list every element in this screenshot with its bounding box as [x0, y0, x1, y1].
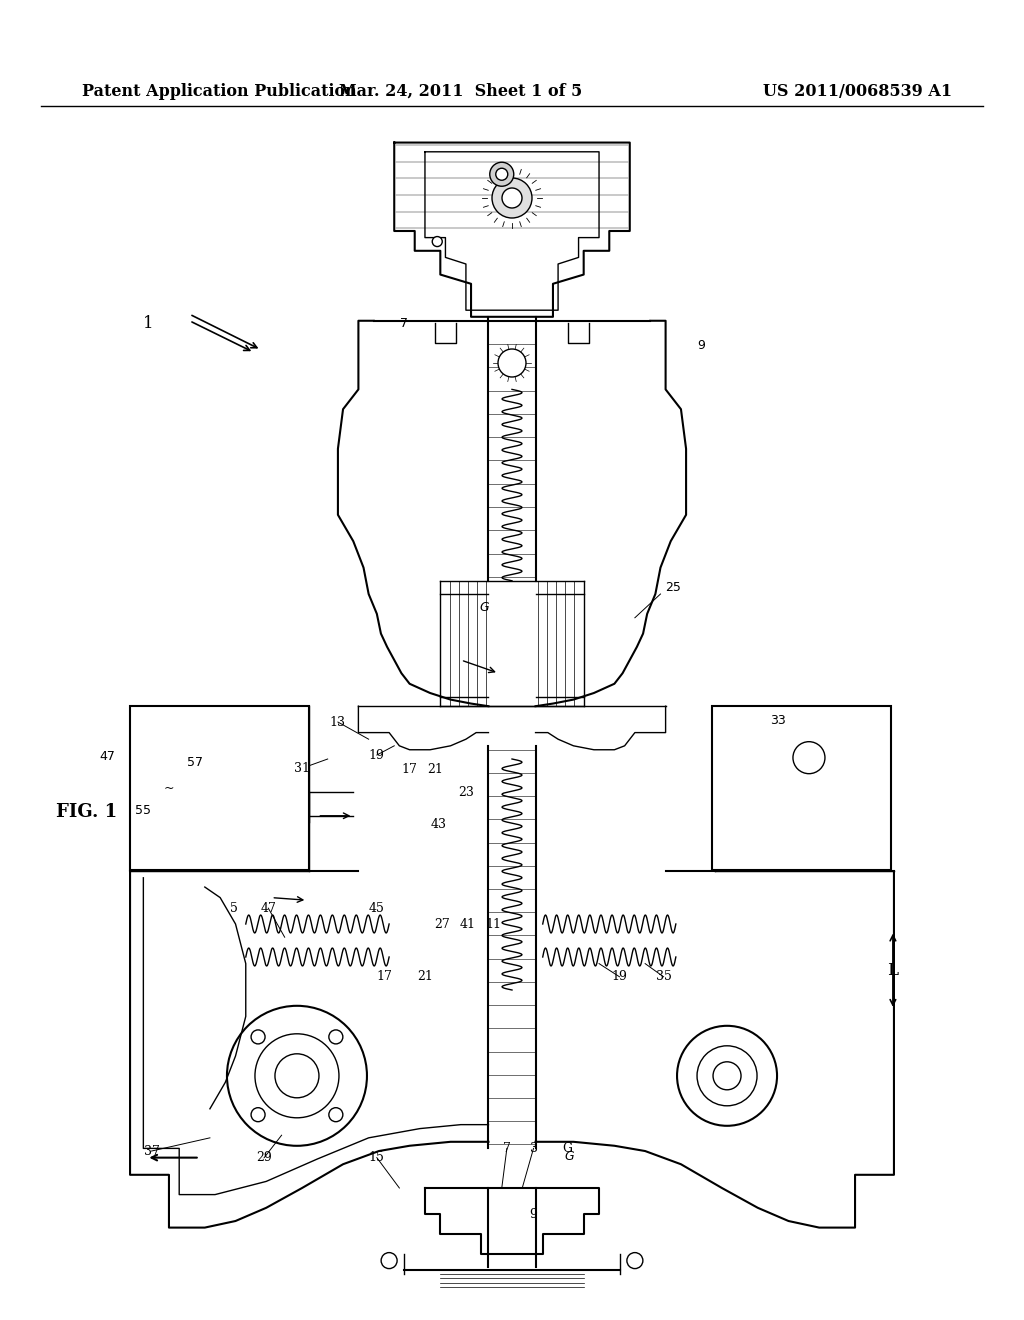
- Text: 17: 17: [376, 970, 392, 983]
- Text: 57: 57: [186, 756, 203, 770]
- Circle shape: [498, 348, 526, 378]
- Circle shape: [496, 168, 508, 181]
- Text: Patent Application Publication: Patent Application Publication: [82, 83, 356, 99]
- Text: 9: 9: [697, 339, 706, 352]
- Circle shape: [502, 187, 522, 209]
- Text: 3: 3: [529, 1142, 538, 1155]
- Circle shape: [627, 1253, 643, 1269]
- Text: G: G: [562, 1142, 572, 1155]
- Circle shape: [251, 1030, 265, 1044]
- Text: 29: 29: [256, 1151, 272, 1164]
- Text: FIG. 1: FIG. 1: [56, 803, 118, 821]
- Text: 19: 19: [369, 748, 385, 762]
- Text: 15: 15: [369, 1151, 385, 1164]
- Circle shape: [432, 236, 442, 247]
- Text: 23: 23: [458, 785, 474, 799]
- Text: 47: 47: [99, 750, 116, 763]
- Circle shape: [793, 742, 825, 774]
- Text: 27: 27: [434, 917, 451, 931]
- Circle shape: [713, 1061, 741, 1090]
- Bar: [712, 706, 891, 870]
- Text: Mar. 24, 2011  Sheet 1 of 5: Mar. 24, 2011 Sheet 1 of 5: [339, 83, 583, 99]
- Text: 1: 1: [143, 315, 154, 331]
- Circle shape: [227, 1006, 367, 1146]
- Text: 47: 47: [260, 902, 276, 915]
- Circle shape: [697, 1045, 757, 1106]
- Text: L: L: [888, 962, 898, 978]
- Text: 17: 17: [401, 763, 418, 776]
- Text: 5: 5: [229, 902, 238, 915]
- Circle shape: [251, 1107, 265, 1122]
- Text: 55: 55: [135, 804, 152, 817]
- Text: 31: 31: [294, 762, 310, 775]
- Text: 21: 21: [417, 970, 433, 983]
- Circle shape: [255, 1034, 339, 1118]
- Circle shape: [677, 1026, 777, 1126]
- Text: G: G: [479, 601, 489, 614]
- Text: 45: 45: [369, 902, 385, 915]
- Text: 43: 43: [430, 818, 446, 832]
- Circle shape: [275, 1053, 318, 1098]
- Text: US 2011/0068539 A1: US 2011/0068539 A1: [763, 83, 952, 99]
- Circle shape: [381, 1253, 397, 1269]
- Text: G: G: [564, 1150, 574, 1163]
- Text: 37: 37: [143, 1144, 160, 1158]
- Bar: [130, 706, 309, 870]
- Text: 9: 9: [529, 1208, 538, 1221]
- Text: 21: 21: [427, 763, 443, 776]
- Text: ~: ~: [164, 781, 174, 795]
- Circle shape: [329, 1030, 343, 1044]
- Text: 7: 7: [400, 317, 409, 330]
- Circle shape: [329, 1107, 343, 1122]
- Text: 35: 35: [655, 970, 672, 983]
- Text: 19: 19: [611, 970, 628, 983]
- Text: 25: 25: [665, 581, 681, 594]
- Text: 13: 13: [330, 715, 346, 729]
- Text: 7: 7: [503, 1142, 511, 1155]
- Text: 41: 41: [460, 917, 476, 931]
- Text: 33: 33: [770, 714, 786, 727]
- Circle shape: [489, 162, 514, 186]
- Circle shape: [492, 178, 532, 218]
- Text: 11: 11: [485, 917, 502, 931]
